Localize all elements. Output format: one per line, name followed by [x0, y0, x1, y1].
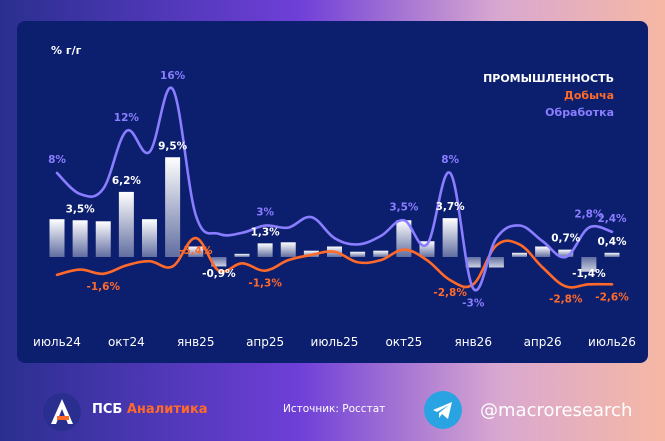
bar-июль24: [49, 219, 65, 257]
line-mining: [55, 236, 614, 289]
data-label: 3,5%: [389, 201, 419, 213]
data-label: 0,7%: [551, 233, 581, 245]
chart-panel: % г/г 8% 12% 16% 3% 3,5% 8% -3% 2,8% 2,4% 3,5% 6,2%…: [17, 21, 648, 363]
legend-item: Обработка: [545, 106, 614, 119]
bar-май25: [280, 242, 296, 257]
chart: % г/г 8% 12% 16% 3% 3,5% 8% -3% 2,8%2,4% 3,5% 6,2%…: [33, 44, 636, 349]
x-tick-label: окт24: [108, 335, 145, 349]
data-label: 9,5%: [158, 140, 188, 152]
bar-окт25: [396, 220, 412, 257]
bar-фев26: [488, 257, 504, 268]
telegram-handle[interactable]: @macroresearch: [480, 400, 633, 421]
logo-text: ПСБ Аналитика: [92, 402, 208, 417]
legend-item: Добыча: [564, 89, 614, 102]
data-label: -2,6%: [595, 291, 629, 303]
bar-мар25: [234, 253, 250, 257]
source-note: Источник: Росстат: [283, 403, 386, 415]
telegram-icon[interactable]: [424, 391, 462, 429]
data-label: -2,8%: [549, 293, 583, 305]
logo-text-accent: Аналитика: [126, 402, 208, 417]
data-label: 2,8%: [574, 209, 604, 221]
data-label: 0,4%: [597, 236, 627, 248]
data-label: 1,3%: [251, 226, 281, 238]
y-axis-label: % г/г: [51, 44, 82, 57]
x-tick-label: июль24: [33, 335, 81, 349]
bar-ноя24: [142, 219, 157, 257]
legend-item: ПРОМЫШЛЕННОСТЬ: [483, 72, 614, 85]
data-label: -1,4%: [572, 268, 606, 280]
data-label: 8%: [48, 154, 66, 166]
data-label: -5,4%: [179, 245, 213, 257]
data-label: 16%: [160, 70, 186, 82]
bar-дек25: [442, 218, 458, 257]
x-tick-label: июль26: [588, 335, 636, 349]
x-tick-label: апр26: [524, 335, 562, 349]
data-label: -1,3%: [248, 278, 282, 290]
x-tick-label: янв25: [177, 335, 214, 349]
bar-янв25: [188, 246, 204, 257]
data-label: -3%: [462, 298, 485, 310]
bar-окт24: [118, 191, 134, 257]
data-label: -2,8%: [433, 287, 467, 299]
x-tick-label: янв26: [455, 335, 492, 349]
bar-май26: [558, 249, 574, 257]
data-label: 3,5%: [66, 203, 96, 215]
bar-сен24: [95, 221, 111, 257]
x-tick-label: июль25: [311, 335, 359, 349]
x-tick-label: апр25: [246, 335, 284, 349]
data-label: -0,9%: [202, 268, 236, 280]
data-label: 8%: [441, 154, 459, 166]
data-label: 2,4%: [597, 213, 627, 225]
x-tick-label: окт25: [385, 335, 422, 349]
bar-апр25: [257, 243, 273, 257]
line-manufacturing: [55, 86, 614, 292]
bar-авг24: [72, 220, 88, 257]
bar-дек24: [165, 157, 181, 257]
logo-text-main: ПСБ: [92, 402, 123, 417]
data-label: 3%: [256, 207, 274, 219]
bar-мар26: [512, 252, 527, 257]
bar-апр26: [535, 246, 551, 257]
data-label: 3,7%: [436, 201, 466, 213]
bar-янв26: [465, 257, 481, 268]
psb-logo-icon: [43, 393, 81, 431]
data-label: 6,2%: [112, 175, 142, 187]
bar-июль26: [604, 252, 620, 257]
bar-авг25: [350, 251, 366, 257]
bar-сен25: [373, 250, 389, 257]
data-label: 12%: [114, 112, 140, 124]
bar-июн26: [581, 257, 597, 272]
data-label: -1,6%: [87, 281, 121, 293]
bar-фев25: [211, 257, 227, 267]
